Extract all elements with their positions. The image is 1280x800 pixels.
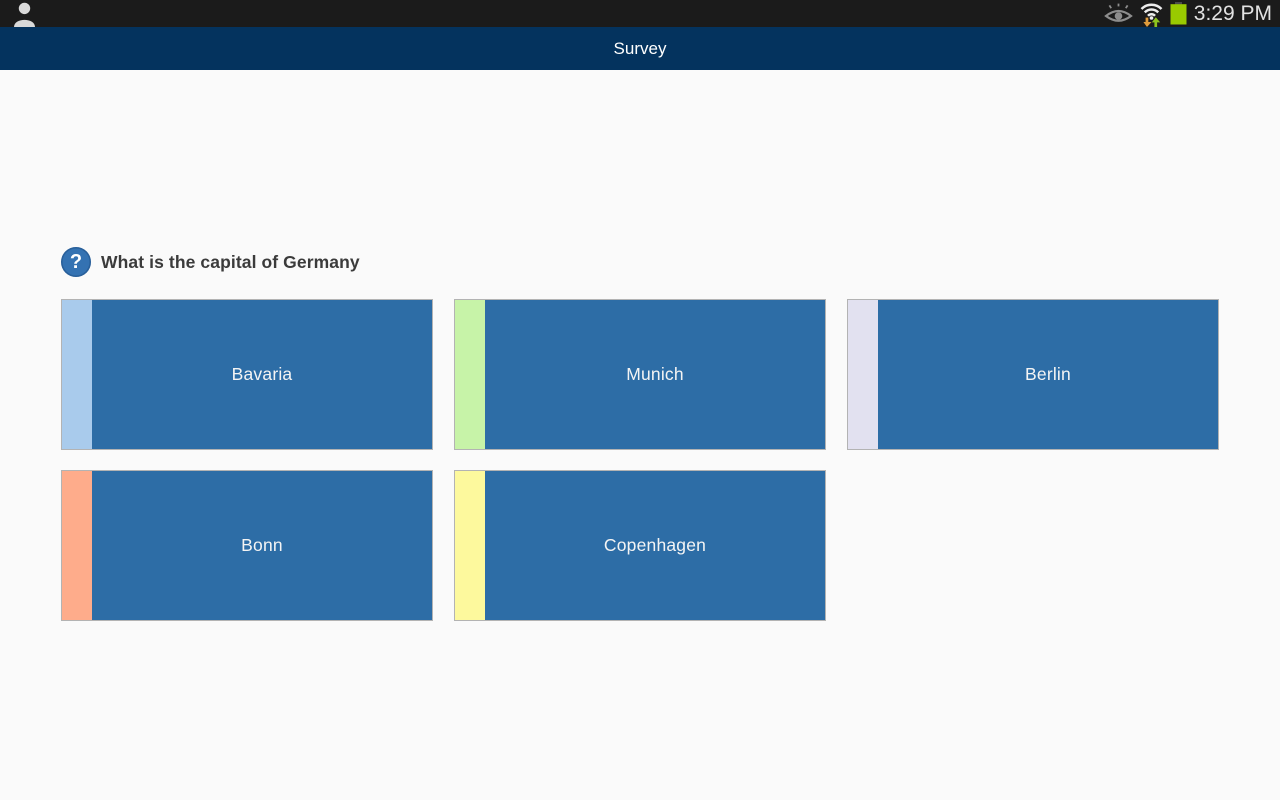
option-label: Berlin: [1025, 364, 1071, 384]
status-time: 3:29 PM: [1193, 2, 1272, 25]
option-bonn[interactable]: Bonn: [61, 470, 433, 621]
option-body: Bavaria: [92, 300, 432, 449]
option-label: Copenhagen: [603, 535, 707, 555]
option-stripe: [455, 471, 485, 620]
option-body: Munich: [485, 300, 825, 449]
option-body: Berlin: [878, 300, 1218, 449]
option-stripe: [848, 300, 878, 449]
wifi-data-icon: [1140, 1, 1163, 27]
option-stripe: [455, 300, 485, 449]
action-bar: Survey: [0, 27, 1280, 70]
option-berlin[interactable]: Berlin: [847, 299, 1219, 450]
person-icon: [13, 2, 36, 27]
option-label: Munich: [626, 364, 684, 384]
action-bar-title: Survey: [613, 38, 667, 58]
option-stripe: [62, 300, 92, 449]
option-label: Bavaria: [231, 364, 293, 384]
option-copenhagen[interactable]: Copenhagen: [454, 470, 826, 621]
option-bavaria[interactable]: Bavaria: [61, 299, 433, 450]
eye-icon: [1103, 3, 1133, 24]
option-body: Copenhagen: [485, 471, 825, 620]
battery-icon: [1170, 2, 1187, 25]
option-label: Bonn: [241, 535, 283, 555]
options-grid: Bavaria Munich Berlin Bonn Copenhagen: [61, 299, 1219, 621]
question-text: What is the capital of Germany: [101, 251, 360, 272]
option-stripe: [62, 471, 92, 620]
question-mark-icon: ?: [61, 247, 91, 277]
option-munich[interactable]: Munich: [454, 299, 826, 450]
question-row: ? What is the capital of Germany: [61, 247, 360, 277]
status-bar: 3:29 PM: [0, 0, 1280, 27]
option-body: Bonn: [92, 471, 432, 620]
